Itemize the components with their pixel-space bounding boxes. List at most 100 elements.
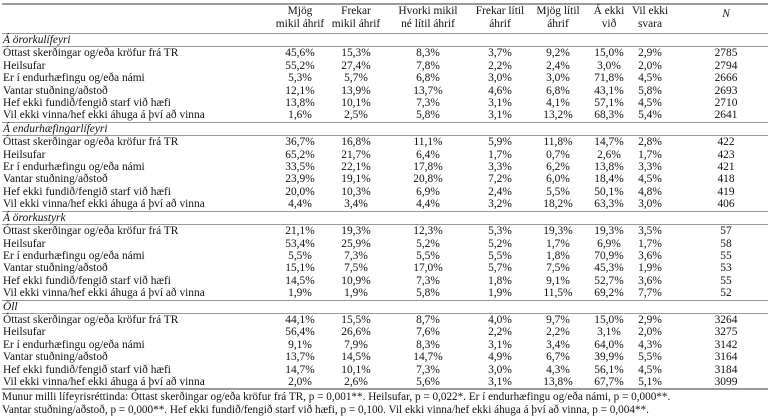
column-header: Frekar lítil áhrif [472,4,528,34]
percent-cell: 20,8% [413,173,443,186]
percent-cell: 7,6% [416,326,440,339]
n-cell: 3142 [714,338,738,351]
header-empty-cell [2,4,272,34]
percent-cell: 64,0% [594,338,624,351]
percent-cell: 6,4% [416,148,440,161]
column-header: N [670,4,768,34]
percent-cell: 44,1% [285,313,315,326]
row-label: Vil ekki vinna/hef ekki áhuga á því að v… [3,375,205,388]
percent-cell: 14,7% [413,351,443,364]
section-header-row: Á endurhæfingarlífeyri [2,122,768,137]
percent-cell: 1,7% [638,148,662,161]
percent-cell: 7,3% [416,274,440,287]
n-cell: 53 [720,262,732,275]
percent-cell: 2,0% [638,59,662,72]
percent-cell: 2,5% [344,109,368,122]
percent-cell: 4,0% [488,313,512,326]
percent-cell: 5,7% [488,262,512,275]
percent-cell: 6,0% [546,173,570,186]
percent-cell: 13,7% [285,351,315,364]
results-table: Mjög mikil áhrif Frekar mikil áhrif Hvorki m… [2,3,768,390]
percent-cell: 7,3% [416,363,440,376]
row-label: Hef ekki fundið/fengið starf við hæfi [3,274,171,287]
percent-cell: 3,1% [488,109,512,122]
percent-cell: 18,2% [543,198,573,211]
table-row: Er í endurhæfingu og/eða námi 33,5% 22,1% 1… [2,161,768,173]
column-header-line: mikil áhrif [275,17,325,30]
percent-cell: 3,3% [638,161,662,174]
percent-cell: 4,4% [416,198,440,211]
percent-cell: 10,1% [341,97,371,110]
percent-cell: 2,9% [638,313,662,326]
percent-cell: 11,8% [543,136,573,149]
n-cell: 3275 [714,326,738,339]
percent-cell: 20,0% [285,185,315,198]
row-label: Er í endurhæfingu og/eða námi [3,72,145,85]
percent-cell: 2,0% [288,375,312,388]
percent-cell: 5,5% [488,249,512,262]
percent-cell: 36,7% [285,136,315,149]
n-cell: 3164 [714,351,738,364]
percent-cell: 5,6% [416,375,440,388]
table-row: Er í endurhæfingu og/eða námi 5,3% 5,7% 6,8… [2,72,768,84]
percent-cell: 5,5% [546,185,570,198]
percent-cell: 14,5% [285,274,315,287]
section-header-row: Á örorkustyrk [2,211,768,226]
percent-cell: 7,5% [344,262,368,275]
n-cell: 55 [720,249,732,262]
n-cell: 418 [717,173,735,186]
percent-cell: 3,2% [488,198,512,211]
percent-cell: 5,5% [288,249,312,262]
row-label: Vantar stuðning/aðstoð [3,351,108,364]
percent-cell: 15,0% [594,313,624,326]
percent-cell: 3,5% [638,225,662,238]
percent-cell: 5,8% [416,287,440,300]
percent-cell: 5,5% [416,249,440,262]
table-row: Er í endurhæfingu og/eða námi 5,5% 7,3% 5,5… [2,250,768,262]
section-title: Á örorkulífeyri [2,33,768,48]
n-cell: 57 [720,225,732,238]
percent-cell: 71,8% [594,72,624,85]
percent-cell: 2,8% [638,136,662,149]
percent-cell: 13,8% [543,375,573,388]
column-header-line: Mjög [287,5,313,17]
percent-cell: 2,4% [546,59,570,72]
table-row: Vil ekki vinna/hef ekki áhuga á því að v… [2,375,768,390]
percent-cell: 13,8% [594,161,624,174]
table-row: Hef ekki fundið/fengið starf við hæfi 13,… [2,97,768,109]
percent-cell: 15,5% [341,313,371,326]
percent-cell: 1,8% [488,274,512,287]
column-header-line: né lítil áhrif [401,17,455,30]
table-row: Vantar stuðning/aðstoð 15,1% 7,5% 17,0% 5,7%… [2,262,768,274]
n-cell: 2693 [714,84,738,97]
percent-cell: 6,9% [416,185,440,198]
table-row: Vantar stuðning/aðstoð 13,7% 14,5% 14,7% 4,9… [2,351,768,363]
column-header-line: við [601,17,617,30]
table-row: Heilsufar 53,4% 25,9% 5,2% 5,2% 1,7% 6,9% 1,7% 5… [2,238,768,250]
table-row: Vil ekki vinna/hef ekki áhuga á því að v… [2,109,768,122]
percent-cell: 5,5% [638,351,662,364]
percent-cell: 2,6% [344,375,368,388]
n-cell: 58 [720,237,732,250]
percent-cell: 6,9% [597,237,621,250]
row-label: Óttast skerðingar og/eða kröfur frá TR [3,136,179,149]
percent-cell: 7,2% [488,173,512,186]
percent-cell: 2,2% [488,59,512,72]
n-cell: 423 [717,148,735,161]
row-label: Er í endurhæfingu og/eða námi [3,249,145,262]
percent-cell: 56,4% [285,326,315,339]
n-cell: 419 [717,185,735,198]
column-header-line: svara [637,17,663,30]
table-row: Óttast skerðingar og/eða kröfur frá TR 21… [2,225,768,238]
n-cell: 3264 [714,313,738,326]
n-cell: 2666 [714,72,738,85]
percent-cell: 2,6% [597,148,621,161]
percent-cell: 1,6% [288,109,312,122]
percent-cell: 14,7% [594,136,624,149]
percent-cell: 3,1% [488,375,512,388]
row-label: Vil ekki vinna/hef ekki áhuga á því að v… [3,109,205,122]
percent-cell: 8,3% [416,338,440,351]
n-cell: 421 [717,161,735,174]
percent-cell: 2,9% [638,47,662,60]
percent-cell: 4,3% [638,338,662,351]
